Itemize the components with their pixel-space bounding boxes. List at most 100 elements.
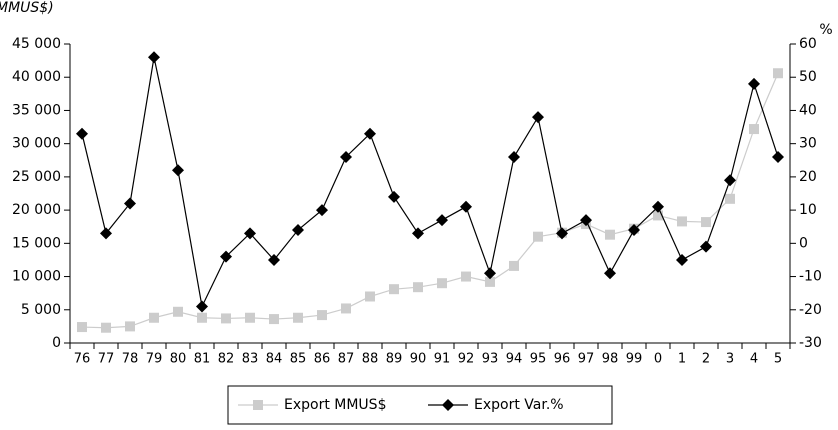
series-marker bbox=[413, 282, 423, 293]
series-marker bbox=[580, 214, 592, 227]
y2-tick-label: 60 bbox=[799, 36, 817, 52]
x-tick-label: 80 bbox=[170, 352, 187, 367]
x-tick-label: 92 bbox=[458, 352, 475, 367]
series-marker bbox=[773, 68, 783, 79]
y-tick-label: 5 000 bbox=[21, 302, 61, 318]
x-tick-label: 81 bbox=[194, 352, 211, 367]
series-marker bbox=[460, 200, 472, 213]
series-marker bbox=[197, 312, 207, 323]
x-tick-label: 88 bbox=[362, 352, 379, 367]
series-marker bbox=[124, 197, 136, 210]
series-marker bbox=[268, 253, 280, 266]
x-tick-label: 97 bbox=[578, 352, 595, 367]
x-tick-label: 89 bbox=[386, 352, 403, 367]
x-tick-label: 0 bbox=[654, 352, 662, 367]
series-marker bbox=[149, 312, 159, 323]
series-marker bbox=[221, 313, 231, 324]
x-tick-label: 77 bbox=[98, 352, 115, 367]
series-marker bbox=[317, 310, 327, 321]
series-marker bbox=[724, 174, 736, 187]
y-tick-label: 25 000 bbox=[12, 169, 61, 185]
series-marker bbox=[509, 260, 519, 271]
x-tick-label: 2 bbox=[702, 352, 710, 367]
series-marker bbox=[412, 227, 424, 240]
series-marker bbox=[388, 190, 400, 203]
series-marker bbox=[292, 224, 304, 237]
x-tick-label: 76 bbox=[74, 352, 91, 367]
series-marker bbox=[749, 124, 759, 135]
x-tick-label: 5 bbox=[774, 352, 782, 367]
series-marker bbox=[532, 111, 544, 124]
series-marker bbox=[76, 127, 88, 140]
x-tick-label: 86 bbox=[314, 352, 331, 367]
x-tick-label: 94 bbox=[506, 352, 523, 367]
series-marker bbox=[365, 291, 375, 302]
x-tick-label: 1 bbox=[678, 352, 686, 367]
series-marker bbox=[508, 150, 520, 163]
series-marker bbox=[77, 322, 87, 333]
x-tick-label: 79 bbox=[146, 352, 163, 367]
series-marker bbox=[461, 271, 471, 282]
x-tick-label: 95 bbox=[530, 352, 547, 367]
y-tick-label: 10 000 bbox=[12, 269, 61, 285]
series-marker bbox=[436, 214, 448, 227]
y2-tick-label: 40 bbox=[799, 102, 817, 118]
series-marker bbox=[196, 300, 208, 313]
x-tick-label: 78 bbox=[122, 352, 139, 367]
series-marker bbox=[556, 227, 568, 240]
x-tick-label: 91 bbox=[434, 352, 451, 367]
series-marker bbox=[316, 204, 328, 217]
x-tick-label: 84 bbox=[266, 352, 283, 367]
series-marker bbox=[484, 267, 496, 280]
y-tick-label: 15 000 bbox=[12, 235, 61, 251]
x-tick-label: 99 bbox=[626, 352, 643, 367]
series-marker bbox=[269, 314, 279, 325]
x-tick-label: 3 bbox=[726, 352, 734, 367]
series-marker bbox=[605, 229, 615, 240]
series-marker bbox=[700, 240, 712, 253]
x-tick-label: 83 bbox=[242, 352, 259, 367]
series-marker bbox=[220, 250, 232, 263]
series-marker bbox=[340, 150, 352, 163]
x-tick-label: 87 bbox=[338, 352, 355, 367]
x-tick-label: 93 bbox=[482, 352, 499, 367]
legend-label: Export MMUS$ bbox=[284, 397, 386, 413]
x-tick-label: 96 bbox=[554, 352, 571, 367]
series-marker bbox=[485, 276, 495, 287]
y2-tick-label: 50 bbox=[799, 69, 817, 85]
series-marker bbox=[772, 150, 784, 163]
series-marker bbox=[244, 227, 256, 240]
series-marker bbox=[125, 321, 135, 332]
series-marker bbox=[341, 303, 351, 314]
series-marker bbox=[364, 127, 376, 140]
y2-tick-label: -30 bbox=[799, 335, 822, 351]
x-tick-label: 98 bbox=[602, 352, 619, 367]
y-tick-label: 20 000 bbox=[12, 202, 61, 218]
series-marker bbox=[653, 210, 663, 221]
legend-marker bbox=[442, 399, 454, 411]
y-tick-label: 0 bbox=[52, 335, 61, 351]
series-marker bbox=[148, 51, 160, 64]
series-marker bbox=[676, 253, 688, 266]
y2-tick-label: 10 bbox=[799, 202, 817, 218]
series-marker bbox=[389, 284, 399, 295]
y-tick-label: 35 000 bbox=[12, 102, 61, 118]
y2-tick-label: -20 bbox=[799, 302, 822, 318]
y2-axis-label: % bbox=[819, 22, 832, 38]
y-tick-label: 45 000 bbox=[12, 36, 61, 52]
series-marker bbox=[652, 200, 664, 213]
series-marker bbox=[604, 267, 616, 280]
y2-tick-label: 0 bbox=[799, 235, 808, 251]
y2-tick-label: 20 bbox=[799, 169, 817, 185]
series-marker bbox=[101, 322, 111, 333]
series-marker bbox=[293, 312, 303, 323]
series-marker bbox=[748, 77, 760, 90]
series-marker bbox=[172, 164, 184, 177]
y-tick-label: 40 000 bbox=[12, 69, 61, 85]
x-tick-label: 82 bbox=[218, 352, 235, 367]
legend-marker bbox=[253, 400, 263, 410]
series-marker bbox=[245, 312, 255, 323]
series-marker bbox=[701, 217, 711, 228]
series-marker bbox=[437, 278, 447, 289]
series-marker bbox=[100, 227, 112, 240]
